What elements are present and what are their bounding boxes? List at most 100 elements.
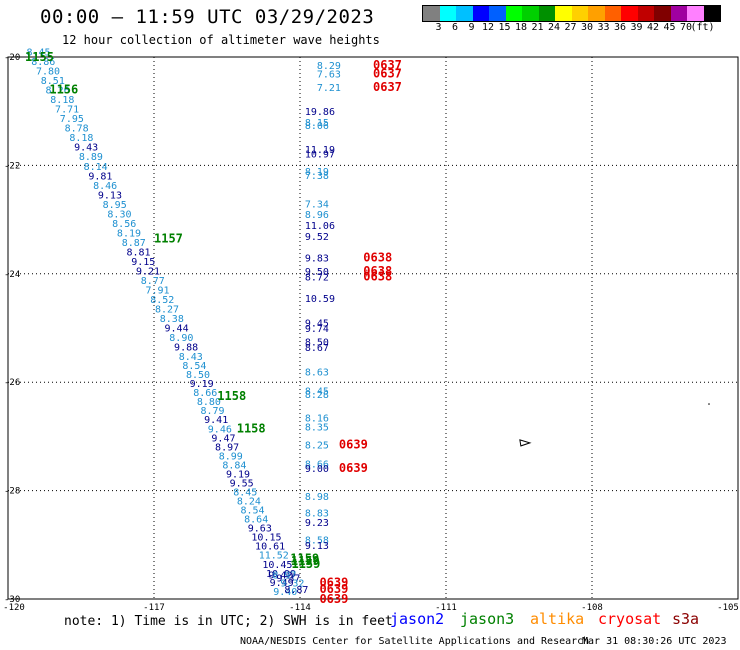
wave-height-label: 8.80 bbox=[197, 397, 221, 408]
colorbar-swatch bbox=[604, 6, 621, 21]
wave-height-label: 8.84 bbox=[222, 460, 246, 471]
colorbar-swatch bbox=[423, 6, 440, 21]
wave-height-label: 8.56 bbox=[112, 219, 136, 230]
colorbar-labels: 3 6 9 12 15 18 21 24 27 30 33 36 39 42 45 70 (ft) bbox=[422, 22, 740, 34]
lon-tick-label: -114 bbox=[289, 603, 311, 613]
colorbar-label: 21 bbox=[531, 22, 544, 33]
colorbar-swatch bbox=[505, 6, 522, 21]
wave-height-label: 8.29 bbox=[317, 61, 341, 72]
wave-height-label: 8.26 bbox=[46, 86, 70, 97]
graticule bbox=[8, 57, 738, 599]
wave-height-label: 11.52 bbox=[259, 551, 289, 562]
pass-time-label: 1159 bbox=[291, 557, 320, 571]
wave-height-label: 7.95 bbox=[60, 114, 84, 125]
legend-item-cryosat: cryosat bbox=[598, 610, 662, 628]
footnote: note: 1) Time is in UTC; 2) SWH is in fe… bbox=[64, 614, 393, 629]
colorbar-swatch bbox=[456, 6, 473, 21]
lat-tick-label: -22 bbox=[4, 161, 20, 171]
lat-tick-label: -26 bbox=[4, 378, 20, 388]
wave-height-label: 8.18 bbox=[69, 133, 93, 144]
wave-height-label: 8.98 bbox=[305, 492, 329, 503]
wave-height-label: 8.95 bbox=[103, 200, 127, 211]
colorbar-swatch bbox=[670, 6, 687, 21]
lat-tick-label: -28 bbox=[4, 487, 20, 497]
wave-height-label: 8.87 bbox=[122, 238, 146, 249]
colorbar-label: 45 bbox=[663, 22, 676, 33]
wave-height-label: 7.71 bbox=[55, 105, 79, 116]
wave-height-label: 10.45 bbox=[262, 560, 292, 571]
wave-height-label: 9.41 bbox=[204, 415, 228, 426]
wave-height-label: 8.15 bbox=[305, 118, 329, 129]
pass-time-label: 1158 bbox=[237, 421, 266, 435]
wave-height-label: 11.06 bbox=[305, 221, 335, 232]
wave-height-label: 8.90 bbox=[169, 333, 193, 344]
colorbar-label: 33 bbox=[597, 22, 610, 33]
wave-height-label: 8.45 bbox=[26, 48, 50, 59]
wave-height-label: 9.74 bbox=[305, 324, 329, 335]
pass-time-label: 0639 bbox=[319, 592, 348, 606]
wave-height-label: 8.46 bbox=[93, 181, 117, 192]
wave-height-label: 9.49 bbox=[270, 578, 294, 589]
lon-tick-label: -111 bbox=[435, 603, 457, 613]
wave-height-label: 19.86 bbox=[305, 107, 335, 118]
colorbar-swatch bbox=[687, 6, 704, 21]
colorbar-swatch bbox=[439, 6, 456, 21]
wave-height-label: 9.13 bbox=[305, 541, 329, 552]
wave-height-label: 9.81 bbox=[88, 171, 112, 182]
lat-tick-label: -20 bbox=[4, 53, 20, 63]
wave-height-label: 8.63 bbox=[305, 367, 329, 378]
wave-height-label: 8.54 bbox=[182, 361, 206, 372]
wave-height-label: 8.18 bbox=[50, 95, 74, 106]
colorbar-label: 30 bbox=[580, 22, 594, 33]
colorbar-swatch bbox=[489, 6, 506, 21]
colorbar-label: 27 bbox=[564, 22, 577, 33]
lon-tick-label: -105 bbox=[717, 603, 739, 613]
colorbar-swatch bbox=[654, 6, 671, 21]
colorbar-label: 18 bbox=[514, 22, 528, 33]
wave-height-label: 9.55 bbox=[230, 478, 254, 489]
island-outline bbox=[519, 439, 532, 447]
wave-height-label: 8.58 bbox=[305, 535, 329, 546]
pass-time-label: 0637 bbox=[373, 66, 402, 80]
colorbar-label: 70 bbox=[679, 22, 693, 33]
wave-height-label: 9.46 bbox=[208, 424, 232, 435]
pass-time-label: 0638 bbox=[363, 251, 392, 265]
pass-time-label: 0638 bbox=[363, 270, 392, 284]
wave-height-label: 7.80 bbox=[36, 67, 60, 78]
colorbar-label: 9 bbox=[468, 22, 475, 33]
pass-time-label: 0639 bbox=[339, 438, 368, 452]
wave-height-label: 9.43 bbox=[74, 143, 98, 154]
wave-height-label: 9.37 bbox=[276, 573, 300, 584]
wave-height-label: 8.24 bbox=[237, 497, 261, 508]
lon-tick-label: -108 bbox=[581, 603, 603, 613]
wave-height-label: 8.99 bbox=[219, 451, 243, 462]
wave-height-label: 8.83 bbox=[305, 508, 329, 519]
wave-height-label: 9.83 bbox=[305, 254, 329, 265]
wave-height-label: 8.06 bbox=[305, 121, 329, 132]
wave-height-label: 8.97 bbox=[272, 571, 296, 582]
wave-height-label: 8.45 bbox=[233, 488, 257, 499]
wave-height-label: 8.78 bbox=[65, 124, 89, 135]
wave-height-label: 8.86 bbox=[31, 57, 55, 68]
wave-height-label: 9.50 bbox=[305, 267, 329, 278]
pass-time-label: 1157 bbox=[154, 232, 183, 246]
map-frame bbox=[7, 56, 739, 600]
colorbar-swatch bbox=[538, 6, 555, 21]
colorbar-swatch bbox=[637, 6, 654, 21]
wave-height-colorbar bbox=[422, 5, 721, 22]
pass-time-label: 1159 bbox=[290, 551, 319, 565]
wave-height-label: 8.66 bbox=[305, 460, 329, 471]
wave-height-label: 8.50 bbox=[186, 370, 210, 381]
pass-time-label: 0639 bbox=[319, 576, 348, 590]
altimeter-track-east: 8.297.637.2119.868.158.0611.1910.978.197… bbox=[305, 61, 341, 552]
wave-height-label: 9.19 bbox=[190, 379, 214, 390]
wave-height-label: 8.19 bbox=[305, 167, 329, 178]
colorbar-label: (ft) bbox=[690, 22, 715, 33]
wave-height-label: 7.63 bbox=[317, 69, 341, 80]
colorbar-swatch bbox=[472, 6, 489, 21]
wave-height-label: 10.97 bbox=[305, 149, 335, 160]
wave-height-label: 8.38 bbox=[160, 314, 184, 325]
pass-time-label: 1159 bbox=[291, 554, 320, 568]
colorbar-label: 3 bbox=[435, 22, 442, 33]
wave-height-label: 9.21 bbox=[136, 266, 160, 277]
